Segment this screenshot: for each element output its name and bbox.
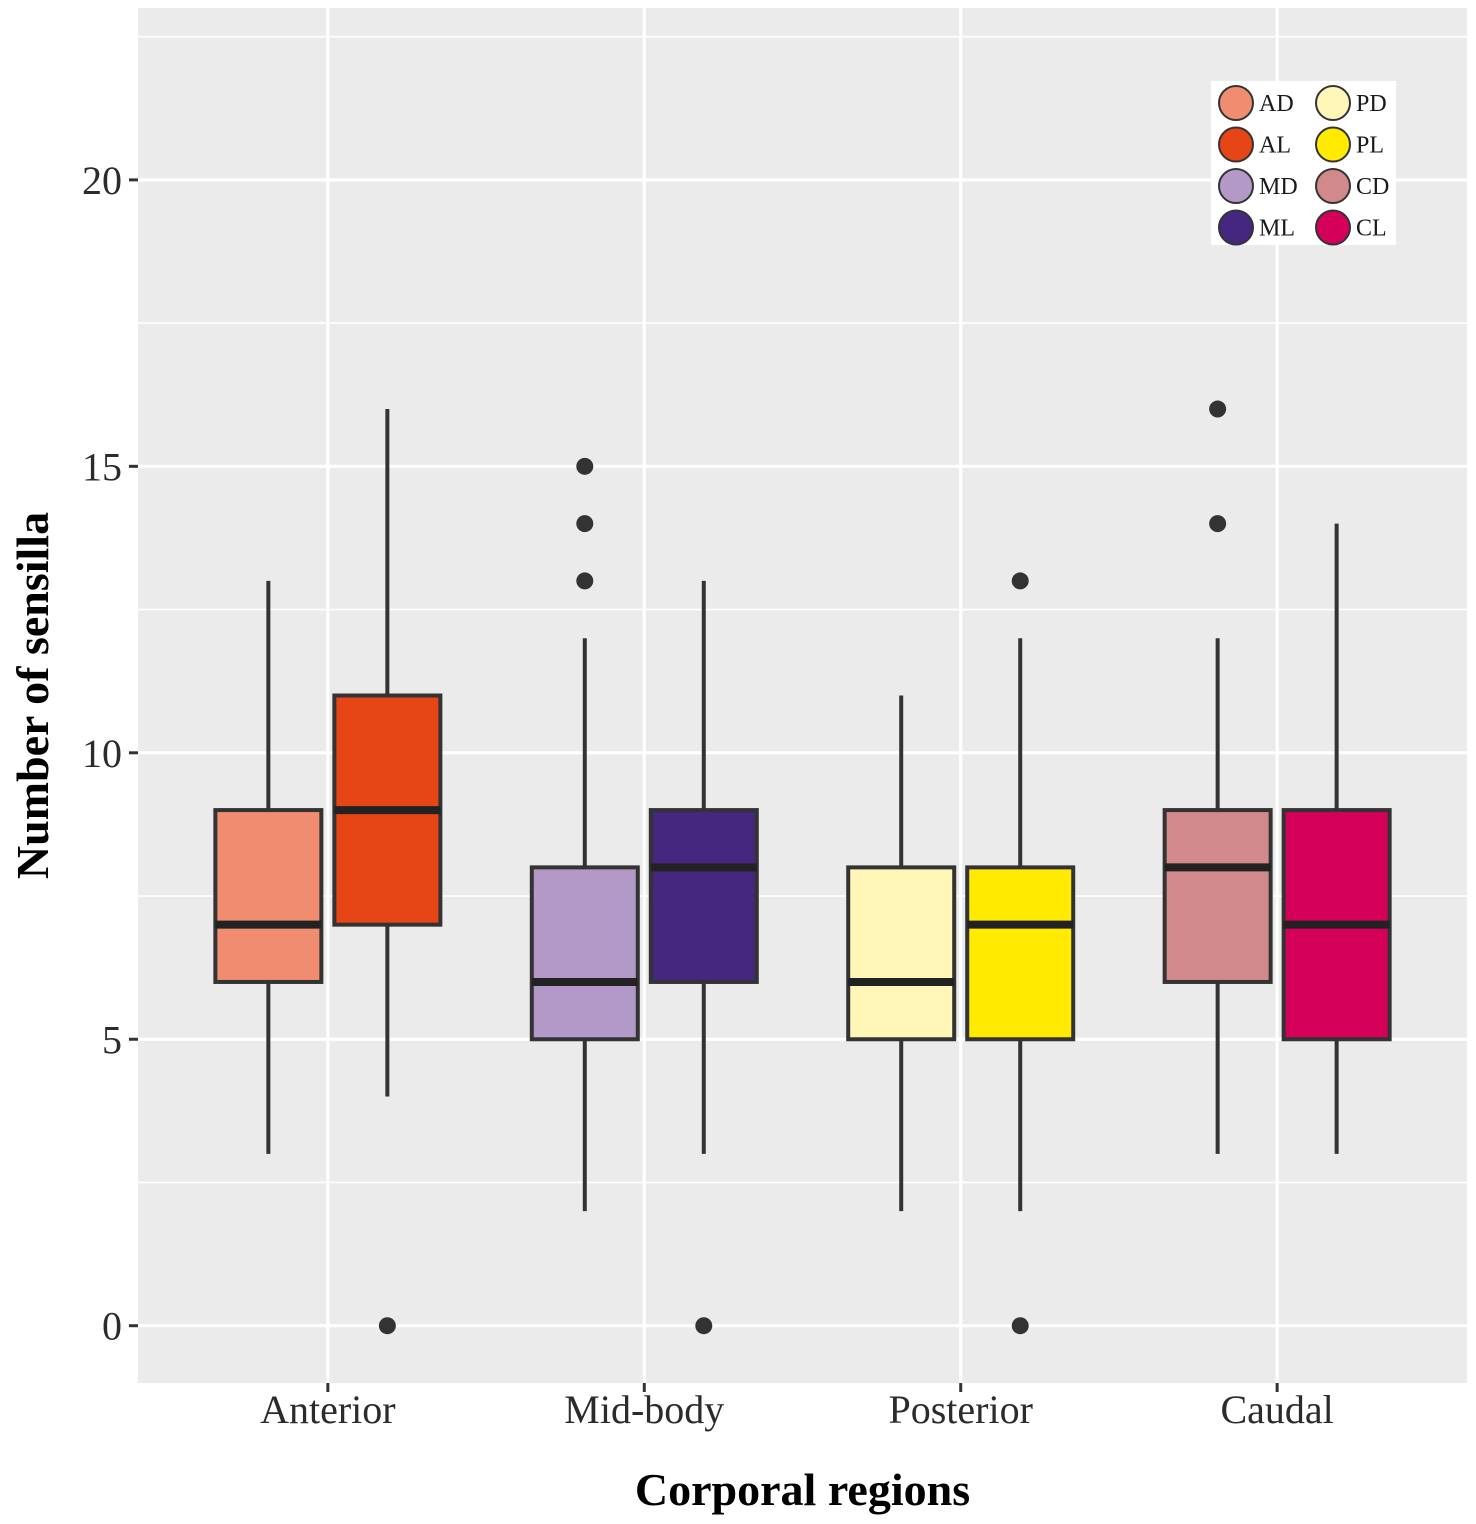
legend-item-al: AL [1218,126,1291,163]
y-tick-label: 20 [82,158,122,203]
y-tick-label: 5 [102,1017,122,1062]
legend-item-md: MD [1218,168,1298,204]
legend-label: ML [1259,216,1295,242]
outlier-point [576,515,594,533]
y-tick-label: 15 [82,444,122,489]
box-md [529,457,640,1212]
y-tick-label: 10 [82,731,122,776]
legend-item-pd: PD [1315,85,1387,121]
box-iqr [213,808,324,984]
box-cd [1162,400,1273,1154]
y-axis: 0 5 10 15 20 [82,158,138,1349]
outlier-point [1011,1317,1029,1335]
outlier-point [576,572,594,590]
legend-item-pl: PL [1315,126,1384,163]
legend-key [1218,85,1254,121]
outlier-point [576,457,594,475]
outlier-point [695,1317,713,1335]
legend-label: AL [1259,133,1291,159]
legend-item-cl: CL [1315,209,1387,246]
legend-key [1218,126,1254,163]
box-pl [965,572,1076,1335]
legend-item-ml: ML [1218,209,1295,246]
legend-label: CL [1356,216,1387,242]
x-tick-label: Caudal [1220,1387,1333,1432]
outlier-point [378,1317,396,1335]
x-axis: Anterior Mid-body Posterior Caudal [260,1383,1334,1432]
legend-key [1315,126,1351,163]
outlier-point [1011,572,1029,590]
legend-key [1218,209,1254,246]
y-tick-label: 0 [102,1304,122,1349]
box-iqr [846,865,957,1042]
legend: AD AL MD ML PD PL CD CL [1211,81,1396,246]
legend-item-ad: AD [1218,85,1294,121]
legend-label: AD [1259,91,1294,117]
x-tick-label: Mid-body [564,1387,724,1432]
box-cl [1281,523,1392,1154]
legend-item-cd: CD [1315,168,1389,204]
box-ad [213,580,324,1154]
box-pd [846,695,957,1212]
legend-key [1315,85,1351,121]
legend-label: PD [1356,91,1387,117]
x-tick-label: Posterior [888,1387,1032,1432]
x-tick-label: Anterior [260,1387,396,1432]
legend-label: MD [1259,174,1298,200]
box-iqr [529,865,640,1042]
legend-key [1218,168,1254,204]
boxes-layer [213,400,1392,1335]
legend-label: CD [1356,174,1389,200]
outlier-point [1209,400,1227,418]
outlier-point [1209,515,1227,533]
box-iqr [1162,808,1273,984]
box-al [332,409,443,1335]
box-iqr [965,865,1076,1042]
legend-key [1315,209,1351,246]
box-iqr [648,808,759,984]
legend-key [1315,168,1351,204]
x-axis-title: Corporal regions [635,1464,970,1515]
y-axis-title: Number of sensilla [7,512,58,879]
box-ml [648,580,759,1335]
legend-label: PL [1356,133,1384,159]
